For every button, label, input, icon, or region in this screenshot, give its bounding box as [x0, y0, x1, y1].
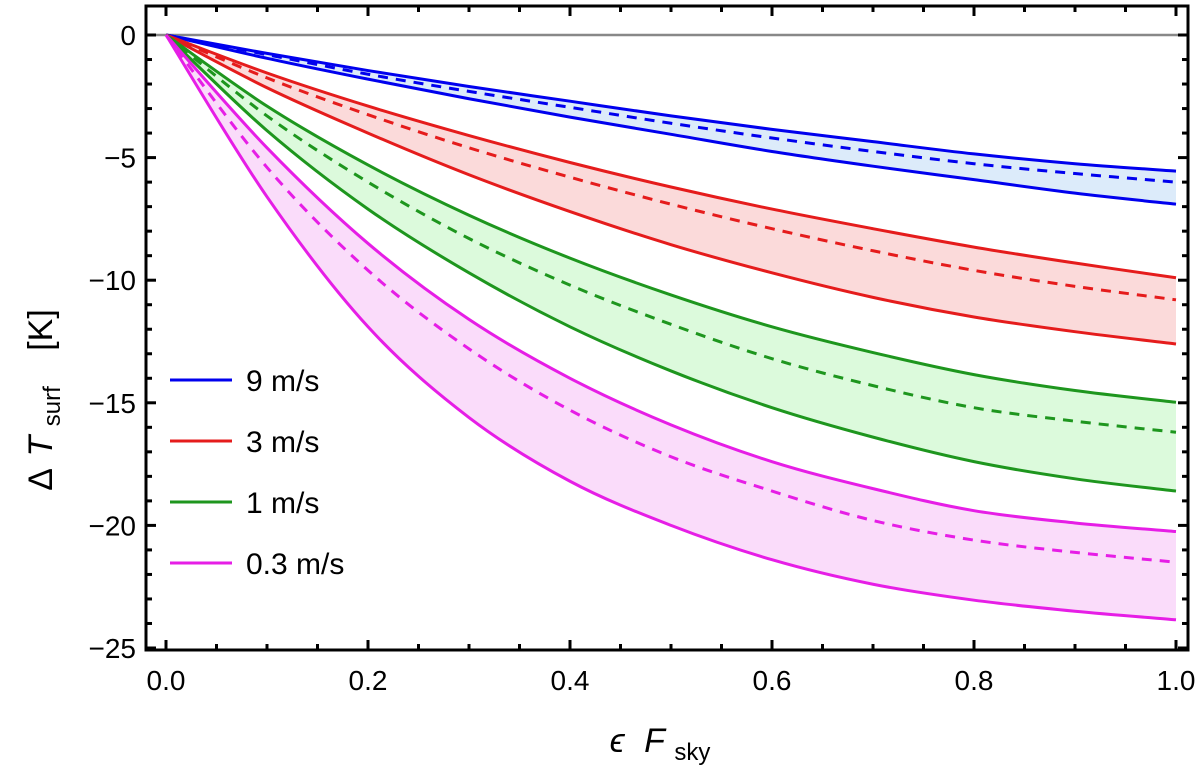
y-axis-label: Δ T surf [K]	[22, 309, 68, 491]
band-fill-2	[166, 35, 1176, 492]
tick-labels: 0.0 0.2 0.4 0.6 0.8 1.0 0 −5 −10 −15 −20 −25	[89, 20, 1196, 696]
series-dashed-line-2	[165, 33, 1177, 434]
legend: 9 m/s 3 m/s 1 m/s 0.3 m/s	[170, 365, 344, 581]
x-tick-label: 0.8	[955, 665, 994, 696]
x-tick-label: 0.6	[753, 665, 792, 696]
legend-label-3: 0.3 m/s	[246, 548, 344, 581]
x-tick-label: 1.0	[1157, 665, 1196, 696]
y-label-unit: [K]	[22, 309, 60, 351]
axis-ticks	[146, 6, 1188, 650]
legend-label-2: 1 m/s	[246, 487, 319, 520]
y-tick-label: −5	[104, 143, 136, 174]
series-upper-line-1	[165, 33, 1177, 280]
band-fill-3	[166, 35, 1176, 620]
x-tick-label: 0.2	[349, 665, 388, 696]
y-tick-label: 0	[120, 20, 136, 51]
x-tick-label: 0.4	[551, 665, 590, 696]
series-upper-line-2	[165, 33, 1177, 404]
series-lower-line-0	[165, 33, 1177, 206]
y-tick-label: −25	[89, 633, 137, 664]
y-tick-label: −10	[89, 265, 137, 296]
series-dashed-line-1	[165, 33, 1177, 302]
y-label-sub: surf	[39, 386, 66, 426]
series-dashed-line-0	[165, 33, 1177, 184]
band-fill-1	[166, 35, 1176, 344]
y-tick-label: −15	[89, 388, 137, 419]
y-label-delta: Δ	[22, 469, 60, 491]
series-lower-line-3	[164, 34, 1177, 622]
x-tick-label: 0.0	[147, 665, 186, 696]
legend-label-0: 9 m/s	[246, 365, 319, 398]
x-label-var: F	[644, 722, 667, 760]
series-dashed-line-3	[164, 34, 1177, 564]
series-lower-line-1	[165, 33, 1177, 346]
band-fills	[166, 35, 1176, 620]
x-label-symbol: ϵ	[610, 722, 626, 760]
series-upper-line-0	[165, 33, 1177, 173]
y-tick-label: −20	[89, 510, 137, 541]
y-label-var: T	[22, 433, 60, 456]
band-fill-0	[166, 35, 1176, 205]
series-lines	[164, 33, 1177, 622]
x-axis-label: ϵ F sky	[610, 722, 711, 766]
series-upper-line-3	[164, 33, 1177, 534]
series-lower-line-2	[164, 33, 1177, 493]
x-label-sub: sky	[674, 739, 710, 766]
legend-label-1: 3 m/s	[246, 426, 319, 459]
